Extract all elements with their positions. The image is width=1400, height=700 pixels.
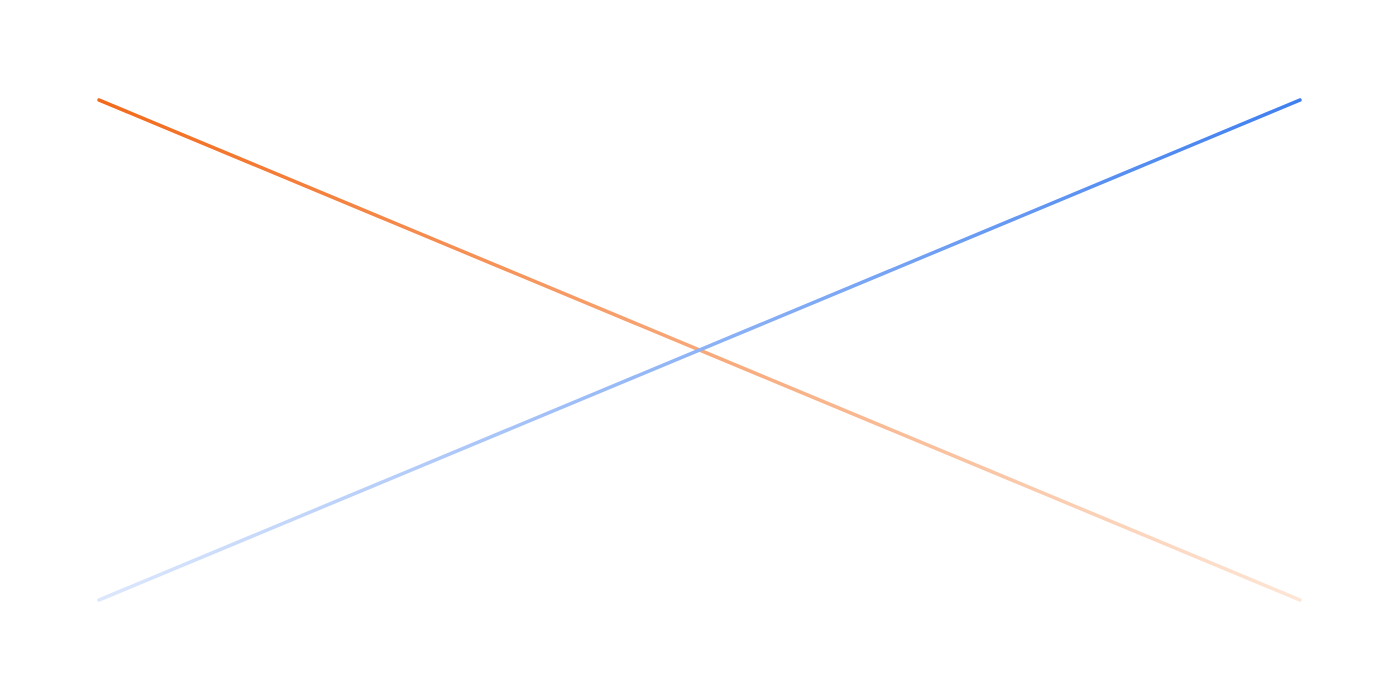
blue-diagonal (97, 98, 1302, 602)
